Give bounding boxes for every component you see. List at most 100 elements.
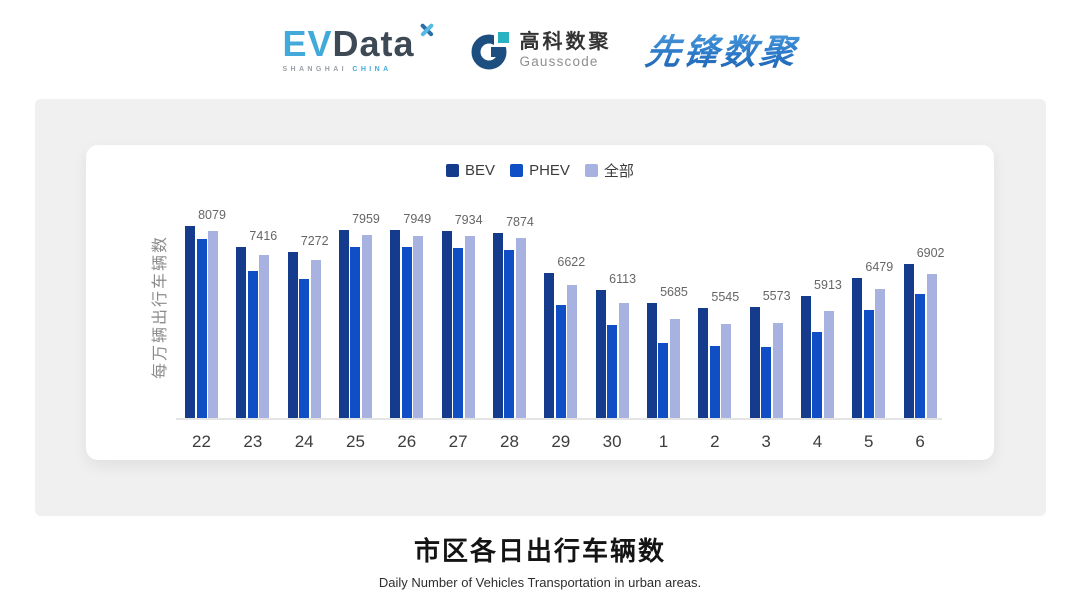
bar-value-label: 6622: [557, 255, 586, 269]
evdata-x-icon: [417, 20, 437, 40]
gausscode-cn-name: 高科数聚: [519, 30, 612, 53]
bar-BEV-day-2: [698, 307, 709, 418]
bar-BEV-day-28: [492, 232, 503, 418]
bar-value-label: 8079: [198, 208, 226, 222]
bar-group-day-24: 7272 24: [287, 218, 329, 451]
bar-BEV-day-23: [236, 247, 247, 418]
bar-group-day-23: 7416 23: [236, 218, 277, 451]
bar-value-label: 7934: [454, 212, 483, 227]
bar-全部-day-4: [823, 311, 834, 418]
bar-value-label: 6113: [609, 271, 637, 286]
bar-全部-day-22: [208, 231, 218, 418]
bar-BEV-day-3: [749, 306, 760, 418]
x-tick-label: 4: [812, 432, 823, 451]
bar-value-label: 7416: [249, 229, 278, 244]
bar-全部-day-6: [926, 273, 937, 418]
evdata-logo: EV Data SHANGHAI CHINA: [282, 22, 436, 73]
bar-group-day-30: 6113 30: [595, 218, 636, 451]
bar-BEV-day-6: [903, 264, 914, 418]
pioneer-logo: 先锋数聚: [642, 24, 801, 75]
bar-PHEV-day-4: [812, 332, 823, 418]
legend-swatch-icon: [510, 164, 524, 177]
gausscode-logo: 高科数聚 Gausscode: [471, 29, 612, 70]
bar-value-label: 5685: [660, 285, 688, 300]
bar-group-day-2: 5545 2: [698, 218, 739, 451]
x-tick-label: 23: [243, 432, 263, 451]
bar-value-label: 7272: [300, 234, 329, 248]
bar-全部-day-26: [413, 236, 424, 418]
bar-BEV-day-25: [338, 229, 349, 418]
bar-group-day-5: 6479 5: [852, 218, 893, 451]
x-tick-label: 3: [761, 432, 771, 451]
bar-全部-day-27: [464, 236, 475, 418]
bar-全部-day-29: [567, 284, 578, 418]
bar-全部-day-3: [772, 323, 783, 418]
bar-全部-day-2: [721, 323, 732, 418]
bar-PHEV-day-24: [299, 278, 310, 418]
bar-BEV-day-30: [595, 289, 606, 418]
gausscode-g-icon: [471, 29, 511, 69]
bar-PHEV-day-30: [607, 325, 618, 418]
bar-value-label: 5573: [762, 288, 791, 303]
x-tick-label: 29: [551, 432, 571, 451]
y-axis-label: 每万辆出行车辆数: [152, 234, 169, 380]
bar-BEV-day-29: [544, 273, 555, 418]
x-tick-label: 1: [658, 432, 669, 451]
chart-card: BEV PHEV 全部 每万辆出行车辆数 8079 22 7416 23 7272 24 795…: [86, 145, 994, 460]
bar-BEV-day-22: [185, 226, 195, 418]
bar-value-label: 7874: [506, 214, 534, 229]
bar-group-day-6: 6902 6: [903, 218, 945, 451]
legend-swatch-icon: [584, 164, 598, 177]
chart-subtitle: Daily Number of Vehicles Transportation …: [378, 575, 702, 590]
x-axis-line: [176, 418, 942, 420]
bar-PHEV-day-28: [504, 249, 515, 418]
legend-label: 全部: [603, 163, 634, 180]
bar-PHEV-day-22: [196, 238, 207, 418]
evdata-logo-data: Data: [332, 23, 415, 64]
bar-value-label: 7949: [403, 212, 432, 227]
bar-PHEV-day-5: [863, 309, 874, 418]
bar-value-label: 5913: [814, 277, 842, 292]
legend-item-BEV: BEV: [446, 162, 495, 179]
bar-group-day-27: 7934 27: [441, 213, 483, 451]
evdata-logo-ev: EV: [282, 23, 333, 64]
x-tick-label: 2: [710, 432, 720, 451]
x-tick-label: 25: [346, 432, 365, 451]
x-tick-label: 5: [864, 432, 874, 451]
bar-group-day-1: 5685 1: [646, 218, 688, 451]
x-tick-label: 22: [192, 432, 211, 451]
x-tick-label: 6: [915, 432, 925, 451]
bar-全部-day-23: [259, 255, 270, 418]
bar-PHEV-day-2: [709, 346, 720, 418]
bar-全部-day-5: [875, 288, 886, 418]
x-tick-label: 27: [448, 432, 468, 451]
bar-PHEV-day-1: [658, 343, 669, 418]
bar-BEV-day-1: [646, 303, 657, 418]
bar-全部-day-28: [515, 238, 526, 418]
legend-item-PHEV: PHEV: [510, 162, 570, 179]
bar-PHEV-day-27: [453, 248, 464, 418]
bar-group-day-26: 7949 26: [390, 212, 431, 451]
legend-label: BEV: [465, 162, 496, 179]
bar-value-label: 5545: [711, 289, 740, 304]
bar-BEV-day-24: [287, 252, 298, 418]
bar-group-day-29: 6622 29: [544, 218, 585, 451]
bar-group-day-3: 5573 3: [749, 218, 791, 451]
gausscode-en-name: Gausscode: [519, 53, 599, 69]
bar-全部-day-25: [361, 234, 372, 418]
bar-BEV-day-27: [441, 230, 452, 418]
bar-BEV-day-26: [390, 230, 401, 418]
x-tick-label: 30: [602, 432, 622, 451]
bar-group-day-28: 7874 28: [492, 215, 534, 451]
bar-PHEV-day-3: [761, 347, 772, 418]
caption: 市区各日出行车辆数 Daily Number of Vehicles Trans…: [0, 516, 1080, 590]
chart-legend: BEV PHEV 全部: [86, 160, 994, 181]
bar-BEV-day-4: [800, 295, 811, 418]
legend-label: PHEV: [529, 162, 570, 179]
bar-全部-day-30: [618, 302, 629, 418]
x-tick-label: 28: [500, 432, 519, 451]
bar-group-day-4: 5913 4: [800, 218, 842, 451]
bar-value-label: 6479: [865, 259, 894, 274]
bar-value-label: 7959: [352, 211, 380, 226]
